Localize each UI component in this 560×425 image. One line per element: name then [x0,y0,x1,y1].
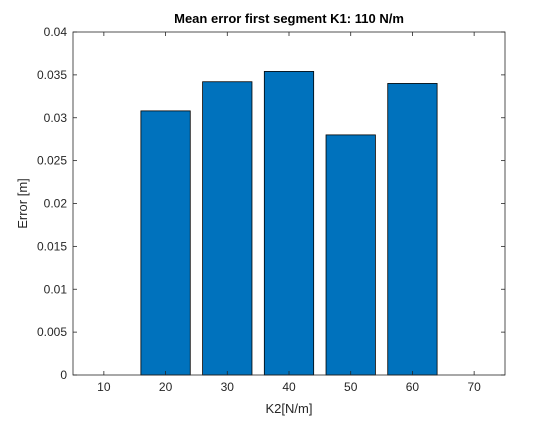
bar-k2-60 [387,83,438,376]
y-tick-label-0.005: 0.005 [37,325,67,339]
x-tick-label-60: 60 [406,380,420,394]
y-tick-label-0.015: 0.015 [37,239,67,253]
bar-k2-40 [263,71,315,376]
x-tick-label-20: 20 [159,380,173,394]
y-tick-label-0.04: 0.04 [44,25,68,39]
bars-group [140,71,438,376]
x-tick-label-50: 50 [344,380,358,394]
y-tick-label-0.025: 0.025 [37,154,67,168]
y-ticks-group: 0 0.005 0.01 0.015 0.02 0.025 0.03 0.035 0.04 [37,25,505,382]
x-tick-label-40: 40 [282,380,296,394]
x-axis-label: K2[N/m] [266,401,313,416]
x-ticks-group: 10 20 30 40 50 60 70 [97,32,481,394]
y-tick-label-0.035: 0.035 [37,68,67,82]
bar-k2-30 [202,81,253,376]
y-axis-label: Error [m] [15,178,30,229]
chart-title: Mean error first segment K1: 110 N/m [174,11,404,26]
x-tick-label-30: 30 [221,380,235,394]
bar-k2-50 [325,134,376,376]
y-tick-label-0.01: 0.01 [44,282,68,296]
y-tick-label-0.02: 0.02 [44,197,68,211]
y-tick-label-0.03: 0.03 [44,111,68,125]
x-tick-label-70: 70 [467,380,481,394]
y-tick-label-0: 0 [60,368,67,382]
x-tick-label-10: 10 [97,380,111,394]
bar-k2-20 [140,110,191,376]
axes-box [72,31,506,376]
